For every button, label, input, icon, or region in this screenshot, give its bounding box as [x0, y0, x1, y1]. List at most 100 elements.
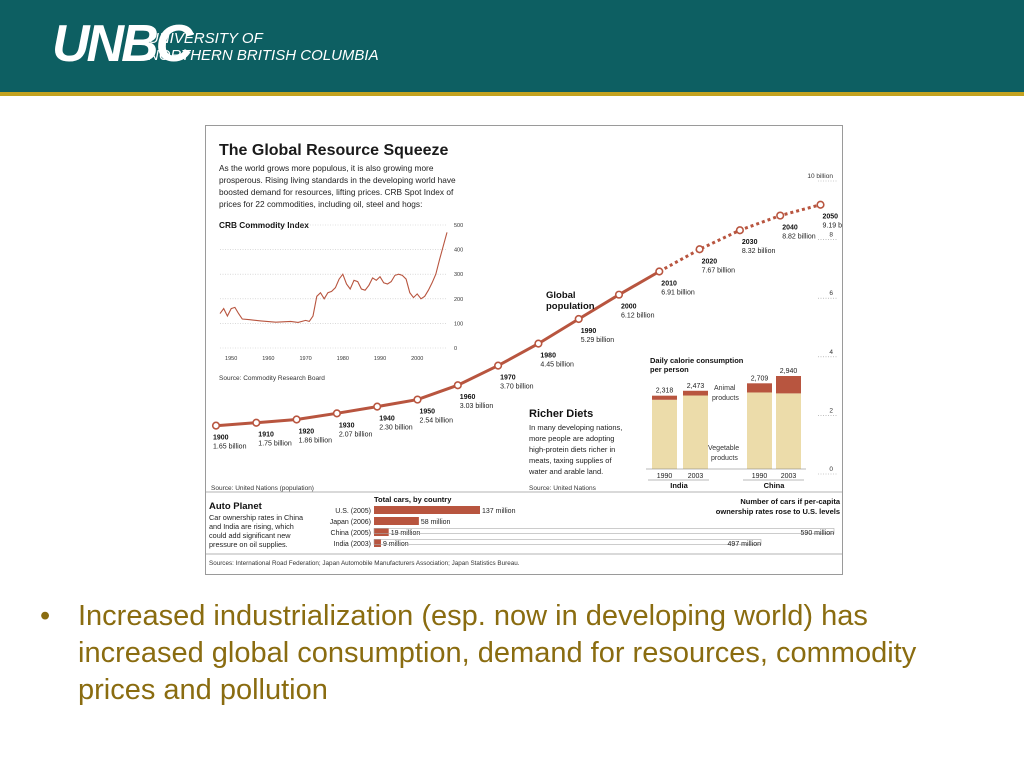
auto-desc-line-2: and India are rising, which [209, 522, 294, 531]
population-year-label: 1960 [460, 394, 476, 401]
car-country-label: India (2003) [334, 541, 371, 548]
population-point [655, 267, 664, 276]
calorie-group-label: China [764, 481, 786, 490]
car-country-label: U.S. (2005) [335, 508, 371, 515]
crb-y-tick: 400 [454, 248, 463, 254]
population-year-label: 1930 [339, 422, 355, 429]
population-line-historical [215, 270, 661, 428]
population-point [413, 395, 422, 404]
crb-y-tick: 200 [454, 297, 463, 303]
crb-title: CRB Commodity Index [219, 220, 309, 230]
calorie-bars [646, 376, 806, 481]
population-points [211, 200, 825, 430]
population-year-label: 2010 [661, 281, 677, 288]
population-y-tick: 8 [829, 232, 833, 239]
calorie-bar-vegetable [747, 392, 772, 469]
percapita-title-1: Number of cars if per-capita [740, 497, 840, 506]
richer-diets-line-3: high-protein diets richer in [529, 445, 615, 454]
bullet-marker: • [40, 600, 51, 632]
intro-line-1: As the world grows more populous, it is … [219, 163, 434, 173]
crb-x-tick: 2000 [411, 356, 423, 362]
calorie-bar-vegetable [683, 395, 708, 469]
population-y-tick: 4 [829, 349, 833, 356]
auto-sources: Sources: International Road Federation; … [209, 560, 520, 567]
population-value-label: 9.19 billion [823, 223, 843, 230]
population-year-label: 1970 [500, 375, 516, 382]
population-y-tick: 0 [829, 466, 833, 473]
car-total-bar [374, 506, 480, 514]
population-point [332, 409, 341, 418]
car-total-label: 137 million [482, 508, 516, 515]
crb-y-tick: 100 [454, 321, 463, 327]
population-value-label: 6.12 billion [621, 313, 655, 320]
calorie-year-label: 2003 [781, 473, 797, 480]
auto-desc-line-4: pressure on oil supplies. [209, 540, 288, 549]
population-value-label: 1.65 billion [213, 444, 247, 451]
legend-animal-1: Animal [714, 385, 736, 392]
population-point [292, 415, 301, 424]
university-name-line2: NORTHERN BRITISH COLUMBIA [148, 47, 379, 64]
legend-vegetable-1: Vegetable [708, 445, 739, 452]
calorie-bar-vegetable [652, 399, 677, 469]
calorie-total-label: 2,709 [751, 375, 769, 382]
unbc-logo[interactable]: UNBC [52, 15, 193, 73]
population-point [614, 290, 624, 299]
population-value-label: 6.91 billion [661, 290, 695, 297]
population-year-label: 1950 [420, 409, 436, 416]
richer-diets-heading: Richer Diets [529, 408, 593, 420]
population-value-label: 2.54 billion [420, 418, 454, 425]
crb-source: Source: Commodity Research Board [219, 375, 325, 382]
india-percapita-label: 497 million [728, 541, 762, 548]
richer-diets-line-1: In many developing nations, [529, 423, 622, 432]
university-name-line1: UNIVERSITY OF [148, 30, 263, 47]
population-point [735, 226, 745, 235]
calorie-total-label: 2,473 [687, 383, 705, 390]
population-value-label: 8.32 billion [742, 248, 776, 255]
crb-x-tick: 1970 [299, 356, 311, 362]
population-value-label: 4.45 billion [540, 362, 574, 369]
header-bar: UNBC UNIVERSITY OF NORTHERN BRITISH COLU… [0, 0, 1024, 96]
calorie-bar-animal [747, 383, 772, 393]
population-year-label: 2030 [742, 239, 758, 246]
intro-line-3: boosted demand for resources, lifting pr… [219, 187, 454, 197]
population-y-tick: 10 billion [807, 173, 833, 180]
richer-diets-line-2: more people are adopting [529, 434, 614, 443]
calorie-year-label: 1990 [752, 473, 768, 480]
population-gridlines [818, 180, 838, 475]
calorie-group-label: India [670, 481, 688, 490]
india-percapita-bar [373, 539, 762, 545]
car-total-label: 58 million [421, 519, 451, 526]
university-name: UNIVERSITY OF NORTHERN BRITISH COLUMBIA [148, 30, 379, 64]
population-value-label: 3.03 billion [460, 403, 494, 410]
population-value-label: 7.67 billion [702, 267, 736, 274]
auto-desc-line-1: Car ownership rates in China [209, 513, 304, 522]
population-year-label: 2040 [782, 225, 798, 232]
auto-desc-line-3: could add significant new [209, 531, 291, 540]
intro-line-4: prices for 22 commodities, including oil… [219, 199, 422, 209]
calorie-total-label: 2,940 [780, 368, 798, 375]
figure-canvas: The Global Resource Squeeze As the world… [206, 142, 842, 567]
population-value-label: 1.86 billion [299, 438, 333, 445]
population-source: Source: United Nations (population) [211, 485, 314, 492]
population-value-label: 2.30 billion [379, 425, 413, 432]
population-year-label: 1940 [379, 416, 395, 423]
population-year-label: 2020 [702, 258, 718, 265]
calorie-year-label: 2003 [688, 473, 704, 480]
crb-y-tick: 500 [454, 223, 463, 229]
calorie-bar-animal [776, 376, 801, 394]
car-total-bar [374, 528, 389, 536]
population-title-1: Global [546, 290, 576, 301]
crb-x-tick: 1960 [262, 356, 274, 362]
population-point-labels: 1900 1.65 billion 1910 1.75 billion 1920 1.86… [213, 214, 842, 451]
calorie-bar-animal [652, 395, 677, 400]
bullet-text: Increased industrialization (esp. now in… [78, 600, 917, 706]
richer-diets-line-5: water and arable land. [528, 467, 603, 476]
population-y-tick: 6 [829, 290, 833, 297]
crb-index-line [219, 232, 448, 323]
calorie-total-label: 2,318 [656, 388, 674, 395]
population-point [534, 339, 543, 348]
population-year-label: 1990 [581, 328, 597, 335]
population-year-label: 1900 [213, 435, 229, 442]
diets-source: Source: United Nations [529, 485, 597, 492]
crb-y-tick-labels: 500 400 300 200 100 0 [454, 223, 463, 352]
